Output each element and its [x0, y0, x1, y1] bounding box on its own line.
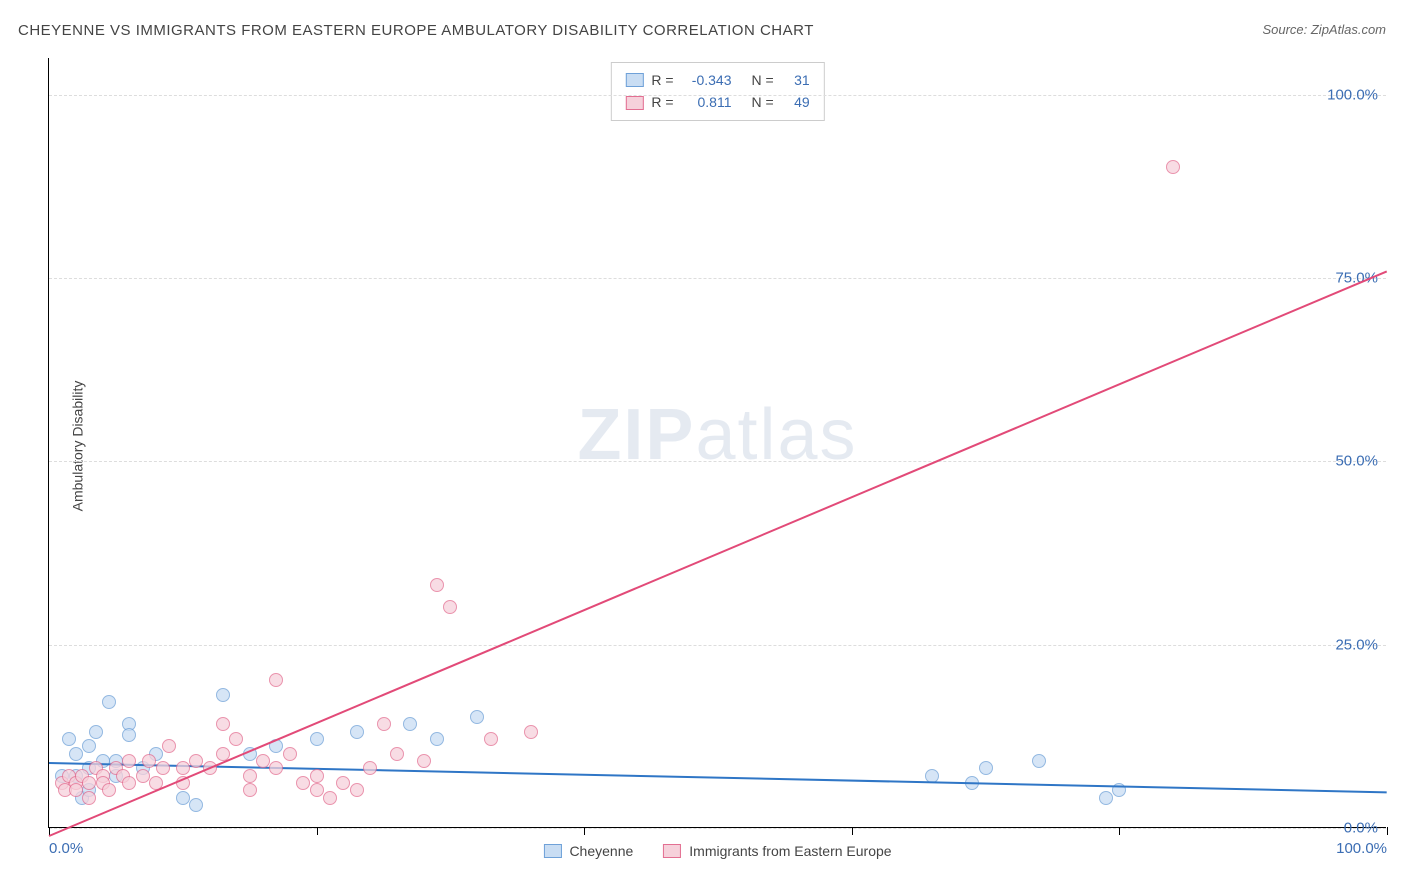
- data-point: [430, 578, 444, 592]
- gridline: [49, 461, 1386, 462]
- data-point: [323, 791, 337, 805]
- data-point: [229, 732, 243, 746]
- legend-item-immigrants: Immigrants from Eastern Europe: [663, 843, 891, 859]
- y-tick-label: 100.0%: [1327, 86, 1378, 103]
- trend-line: [49, 271, 1388, 838]
- data-point: [176, 761, 190, 775]
- data-point: [62, 732, 76, 746]
- data-point: [189, 798, 203, 812]
- x-tick: [317, 827, 318, 835]
- legend-stat-row: R = -0.343 N = 31: [625, 69, 809, 91]
- legend-item-cheyenne: Cheyenne: [543, 843, 633, 859]
- chart-title: CHEYENNE VS IMMIGRANTS FROM EASTERN EURO…: [18, 22, 814, 39]
- plot-area: ZIPatlas R =-0.343N =31R =0.811N =49 Che…: [48, 58, 1386, 828]
- data-point: [283, 747, 297, 761]
- data-point: [310, 732, 324, 746]
- gridline: [49, 645, 1386, 646]
- data-point: [216, 717, 230, 731]
- legend-n-label: N =: [752, 69, 774, 91]
- data-point: [69, 783, 83, 797]
- x-tick: [584, 827, 585, 835]
- data-point: [363, 761, 377, 775]
- data-point: [350, 783, 364, 797]
- data-point: [350, 725, 364, 739]
- x-tick: [1119, 827, 1120, 835]
- gridline: [49, 278, 1386, 279]
- data-point: [69, 747, 83, 761]
- gridline: [49, 828, 1386, 829]
- data-point: [189, 754, 203, 768]
- legend-r-label: R =: [651, 69, 673, 91]
- legend-series: Cheyenne Immigrants from Eastern Europe: [543, 843, 891, 859]
- swatch-icon: [625, 73, 643, 87]
- data-point: [979, 761, 993, 775]
- legend-label: Immigrants from Eastern Europe: [689, 843, 891, 859]
- legend-r-value: -0.343: [682, 69, 732, 91]
- x-tick-label: 0.0%: [49, 840, 83, 857]
- swatch-icon: [543, 844, 561, 858]
- data-point: [269, 761, 283, 775]
- data-point: [162, 739, 176, 753]
- y-tick-label: 0.0%: [1344, 820, 1378, 837]
- gridline: [49, 95, 1386, 96]
- data-point: [310, 769, 324, 783]
- data-point: [443, 600, 457, 614]
- data-point: [470, 710, 484, 724]
- legend-stats: R =-0.343N =31R =0.811N =49: [610, 62, 824, 121]
- x-tick-label: 100.0%: [1336, 840, 1387, 857]
- y-tick-label: 25.0%: [1335, 636, 1378, 653]
- data-point: [417, 754, 431, 768]
- data-point: [269, 673, 283, 687]
- data-point: [156, 761, 170, 775]
- data-point: [1032, 754, 1046, 768]
- data-point: [176, 791, 190, 805]
- data-point: [102, 695, 116, 709]
- data-point: [122, 776, 136, 790]
- data-point: [390, 747, 404, 761]
- data-point: [524, 725, 538, 739]
- data-point: [336, 776, 350, 790]
- data-point: [377, 717, 391, 731]
- source-attribution: Source: ZipAtlas.com: [1262, 22, 1386, 37]
- data-point: [1166, 160, 1180, 174]
- data-point: [310, 783, 324, 797]
- data-point: [142, 754, 156, 768]
- data-point: [122, 754, 136, 768]
- data-point: [430, 732, 444, 746]
- data-point: [89, 725, 103, 739]
- swatch-icon: [663, 844, 681, 858]
- data-point: [82, 739, 96, 753]
- data-point: [216, 688, 230, 702]
- legend-n-value: 31: [782, 69, 810, 91]
- data-point: [403, 717, 417, 731]
- data-point: [256, 754, 270, 768]
- legend-label: Cheyenne: [569, 843, 633, 859]
- x-tick: [1387, 827, 1388, 835]
- watermark: ZIPatlas: [577, 393, 857, 475]
- data-point: [484, 732, 498, 746]
- data-point: [102, 783, 116, 797]
- data-point: [296, 776, 310, 790]
- x-tick: [852, 827, 853, 835]
- data-point: [82, 776, 96, 790]
- swatch-icon: [625, 96, 643, 110]
- data-point: [136, 769, 150, 783]
- data-point: [82, 791, 96, 805]
- data-point: [1099, 791, 1113, 805]
- y-tick-label: 50.0%: [1335, 453, 1378, 470]
- data-point: [243, 769, 257, 783]
- data-point: [243, 783, 257, 797]
- data-point: [122, 728, 136, 742]
